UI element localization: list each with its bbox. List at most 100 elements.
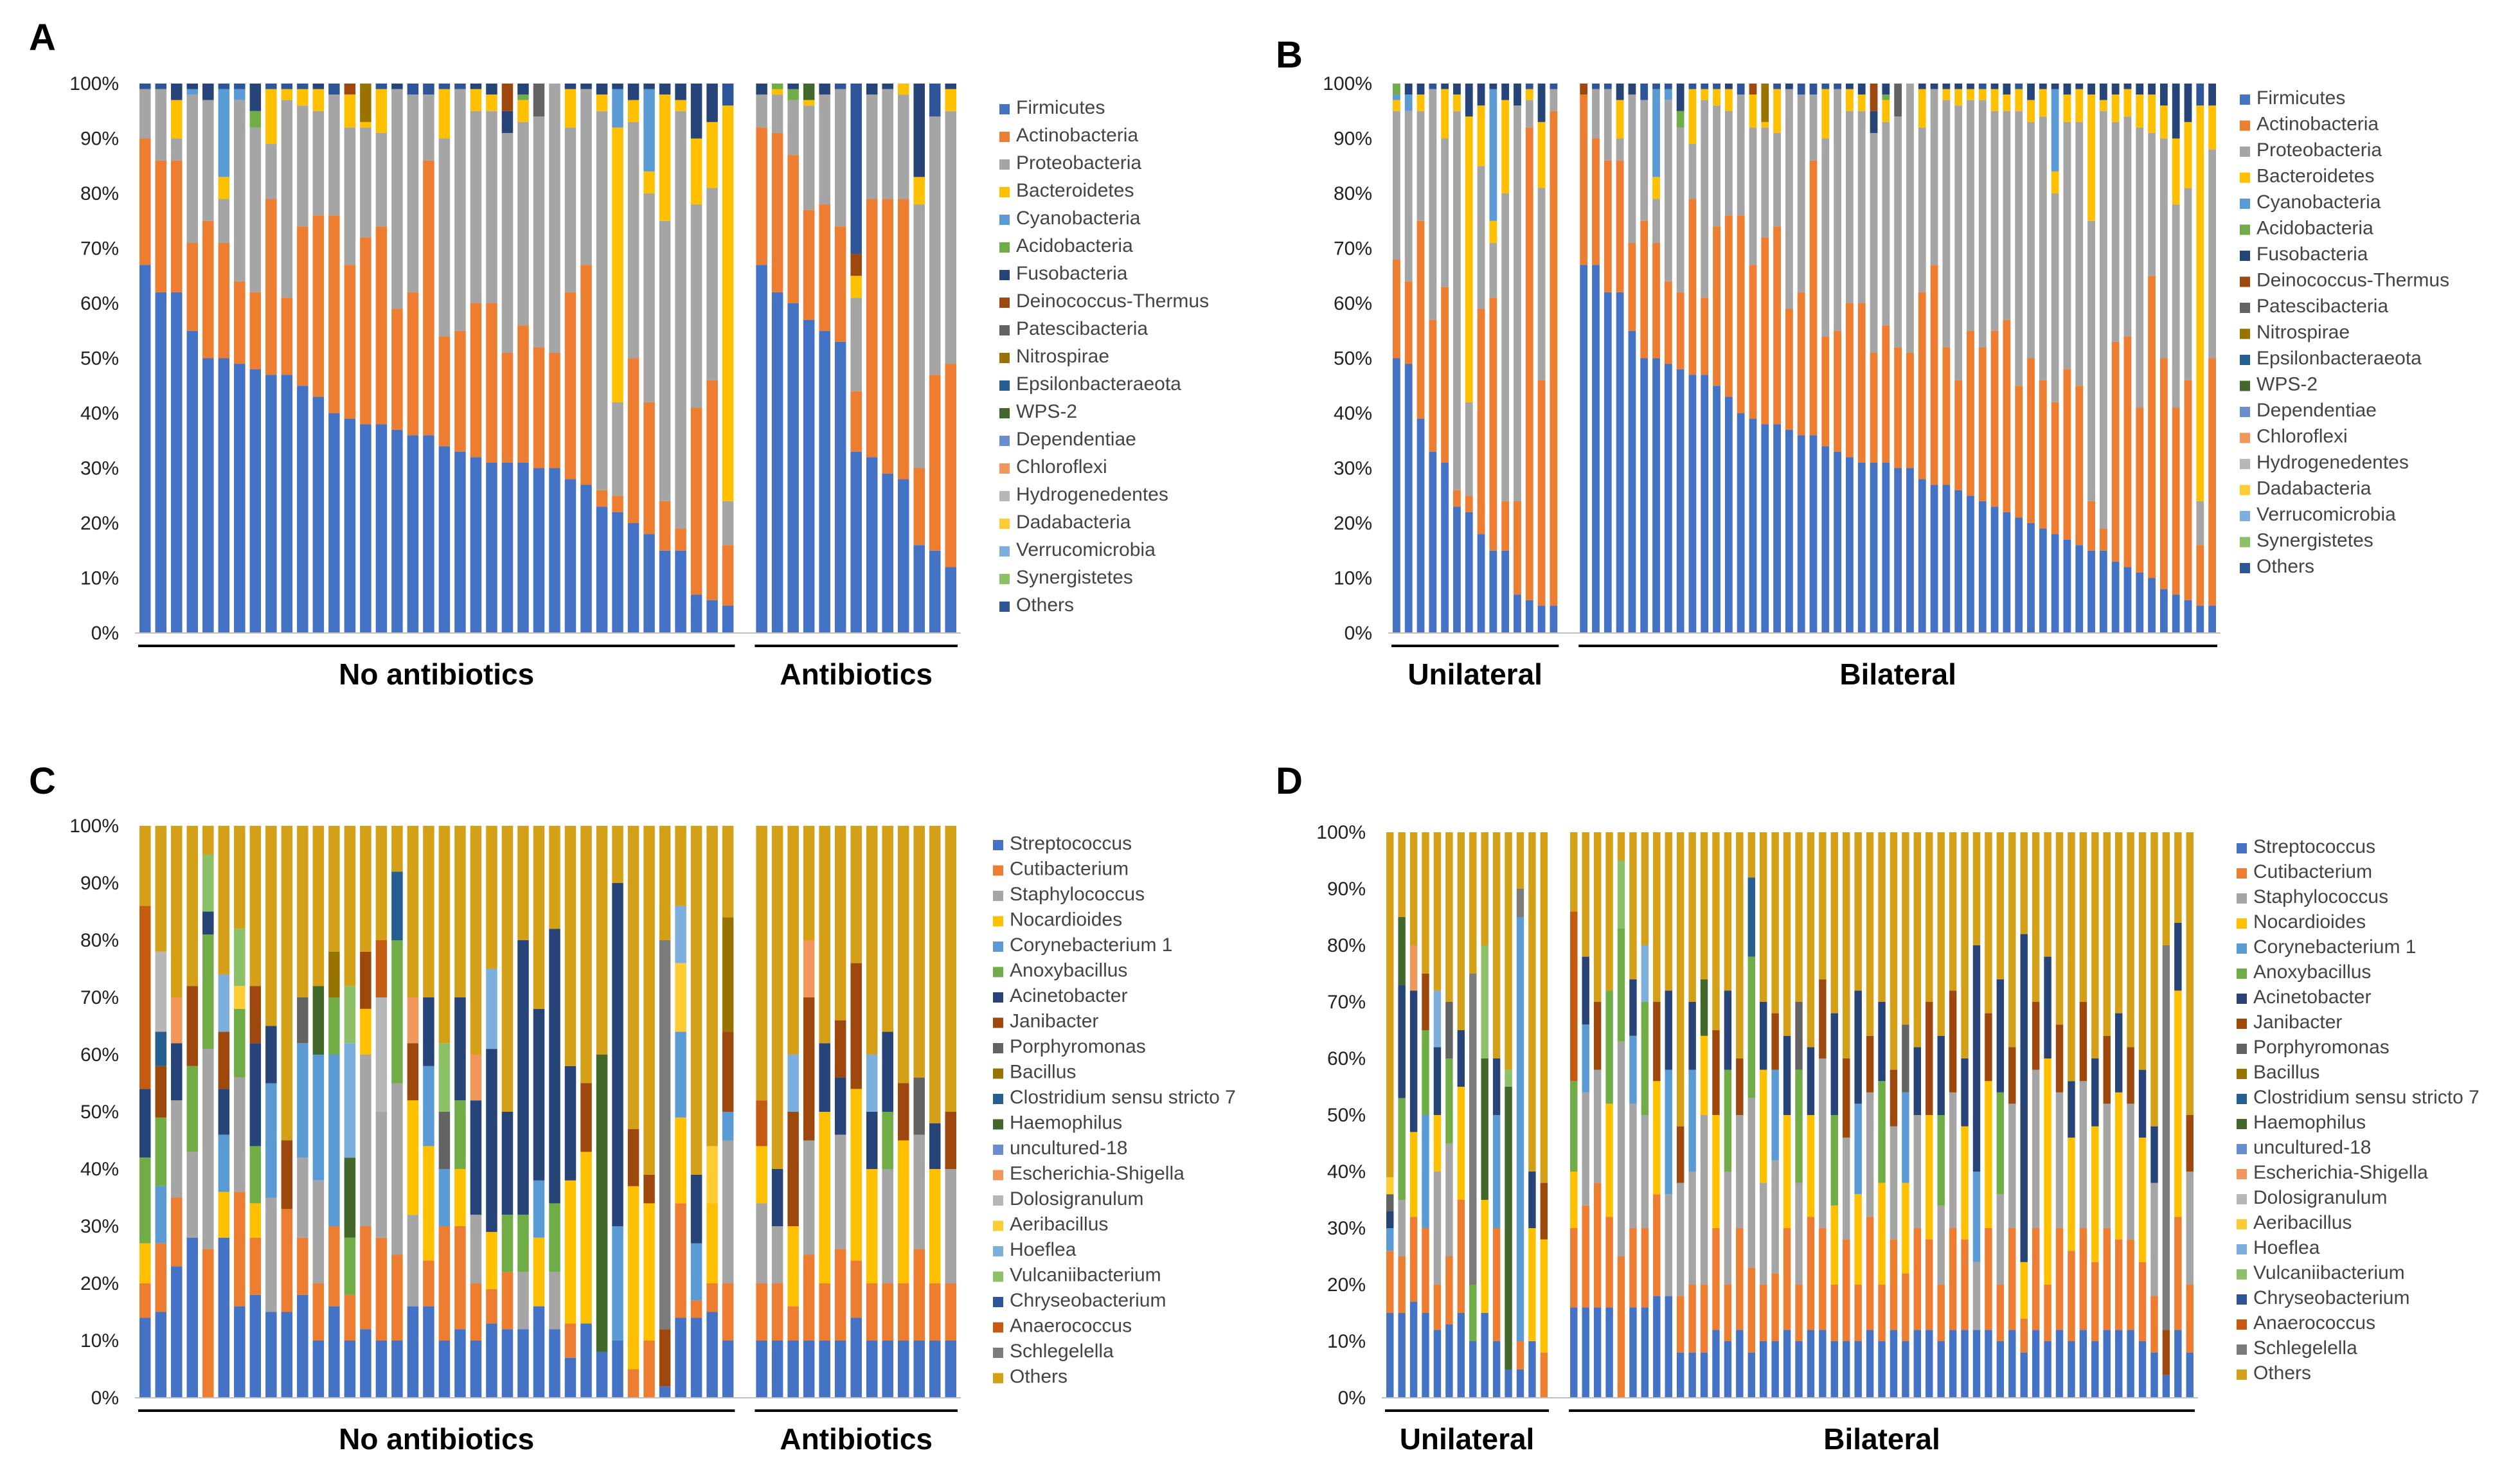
panel-d-bar-14-cutibacterium [1540,1352,1548,1398]
panel-b-bar-7-proteobacteria [1465,402,1473,496]
panel-b-bar-40-proteobacteria [1882,121,1890,326]
panel-a-bar-14 [344,84,356,633]
panel-b-bar-24-proteobacteria [1688,144,1697,199]
panel-b-bar-41-actinobacteria [1894,347,1902,469]
panel-c-bar-8-cutibacterium [249,1237,262,1295]
panel-a-bar-41-fusobacteria [787,84,799,89]
panel-c-bar-50-streptococcus [929,1341,941,1398]
panel-c-bar-35-corynebacterium-1 [675,1031,686,1118]
panel-c-bar-22 [470,826,482,1398]
panel-b-bar-8-firmicutes [1477,534,1485,633]
panel-a-bar-20-others [438,84,451,89]
panel-c-bar-2-corynebacterium-1 [155,1186,167,1244]
panel-c-legend-swatch-streptococcus [993,840,1003,850]
panel-c-bar-44 [834,826,846,1398]
panel-a-legend-swatch-hydrogenedentes [999,491,1010,501]
panel-b-bar-64 [2172,84,2180,633]
panel-d-bar-37-streptococcus [1830,1341,1839,1398]
panel-d-bar-66-streptococcus [2174,1330,2182,1398]
panel-c-bar-35-hoeflea [675,906,686,963]
panel-b-bar-63-proteobacteria [2159,138,2168,359]
panel-a-bar-6-cyanobacteria [218,89,230,177]
panel-d-bar-60-janibacter [2103,1035,2111,1104]
panel-c-legend-swatch-anoxybacillus [993,967,1003,977]
panel-c-bar-9-staphylococcus [265,1197,277,1312]
panel-a-bar-47-firmicutes [882,474,893,633]
panel-c-bar-21-nocardioides [454,1169,466,1226]
panel-c-bar-31-corynebacterium-1 [612,1226,623,1341]
panel-c-bar-46-others [866,826,878,1055]
panel-b-bar-2-fusobacteria [1404,84,1413,95]
panel-a-bar-48-proteobacteria [897,94,909,199]
panel-d-bar-3-escherichia-shigella [1409,945,1418,991]
panel-a-bar-23-proteobacteria [486,111,497,303]
panel-d-bar-52-others [2008,832,2016,1048]
panel-c-bar-21-anoxybacillus [454,1100,466,1169]
panel-b-bar-50-proteobacteria [2003,111,2011,320]
panel-c-bar-47-others [882,826,893,1032]
panel-b-bar-1-proteobacteria [1393,111,1400,260]
panel-a-bar-40-acidobacteria [771,84,783,89]
panel-a-legend-swatch-nitrospirae [999,353,1010,363]
panel-b-bar-56-firmicutes [2075,545,2084,633]
panel-b-legend-label-others: Others [2256,556,2314,577]
panel-b-bar-50-fusobacteria [2003,84,2011,95]
panel-d-bar-24-janibacter [1676,1126,1684,1183]
panel-a-bar-14-deinococcus-thermus [344,84,356,95]
panel-b-bar-55-proteobacteria [2063,121,2071,370]
panel-d-legend-swatch-anaerococcus [2237,1319,2247,1330]
panel-d-bar-8-streptococcus [1469,1341,1477,1398]
panel-a-bar-16-firmicutes [375,424,388,633]
panel-a-bar-45-bacteroidetes [850,276,862,298]
panel-b-bar-51-firmicutes [2015,517,2023,633]
panel-a-bar-39-fusobacteria [756,84,767,95]
panel-c-bar-16-streptococcus [375,1341,388,1398]
panel-b-bar-5-firmicutes [1441,462,1449,633]
panel-c-bar-51-cutibacterium [945,1283,956,1341]
panel-c-bar-13-others [328,826,340,952]
panel-a-bar-19-proteobacteria [423,94,434,161]
panel-d-bar-61 [2114,832,2123,1398]
panel-a-bar-41-acidobacteria [787,89,799,100]
panel-d-bar-29-others [1736,832,1744,1058]
panel-c-bar-49-porphyromonas [913,1077,925,1135]
panel-b-bar-10 [1501,84,1510,633]
panel-c-legend-label-corynebacterium-1: Corynebacterium 1 [1010,934,1172,956]
panel-c-legend-label-porphyromonas: Porphyromonas [1010,1036,1146,1057]
panel-d-bar-64-acinetobacter [2150,1126,2158,1183]
panel-b-bar-53-proteobacteria [2039,116,2047,380]
panel-a-bar-42-actinobacteria [803,210,815,320]
panel-a-bar-4-actinobacteria [186,242,199,331]
panel-a-legend-label-nitrospirae: Nitrospirae [1016,346,1109,367]
panel-b-bar-41-firmicutes [1894,468,1902,633]
panel-a-bar-48-actinobacteria [897,199,909,479]
panel-b-bar-1-actinobacteria [1393,259,1400,359]
panel-a-bar-11-bacteroidetes [297,89,308,106]
panel-c-legend-label-bacillus: Bacillus [1010,1062,1076,1083]
panel-c-ytick-30: 30% [80,1216,119,1237]
panel-a-bar-4-proteobacteria [186,94,199,243]
panel-b-bar-12-actinobacteria [1525,127,1533,600]
panel-d-bar-63-acinetobacter [2138,1069,2147,1138]
panel-d-bar-33-others [1783,832,1791,1036]
panel-d-bar-6-anoxybacillus [1445,1058,1453,1143]
panel-c-bar-39-others [756,826,767,1101]
panel-d-bar-16-staphylococcus [1582,1092,1589,1206]
panel-b-legend: FirmicutesActinobacteriaProteobacteriaBa… [2240,87,2449,577]
panel-b-bar-64-actinobacteria [2172,407,2180,595]
panel-b-bar-6-firmicutes [1453,506,1461,633]
panel-b-bar-6-fusobacteria [1453,84,1461,95]
panel-c-ytick-70: 70% [80,987,119,1008]
panel-a-bar-39-firmicutes [756,265,767,633]
panel-b-bar-4-proteobacteria [1429,89,1437,320]
panel-d-bar-32-corynebacterium-1 [1771,1069,1779,1161]
panel-d-bar-63 [2138,832,2147,1398]
panel-a-bar-34-proteobacteria [659,220,671,501]
panel-a-bar-34-actinobacteria [659,501,671,551]
panel-c-bar-25-others [517,826,529,940]
panel-b-bar-3 [1416,84,1425,633]
panel-b-bar-3-proteobacteria [1416,111,1425,221]
panel-a-bar-35-bacteroidetes [675,100,686,111]
panel-b-bar-43 [1918,84,1926,633]
panel-d-legend-swatch-schlegelella [2237,1344,2247,1355]
